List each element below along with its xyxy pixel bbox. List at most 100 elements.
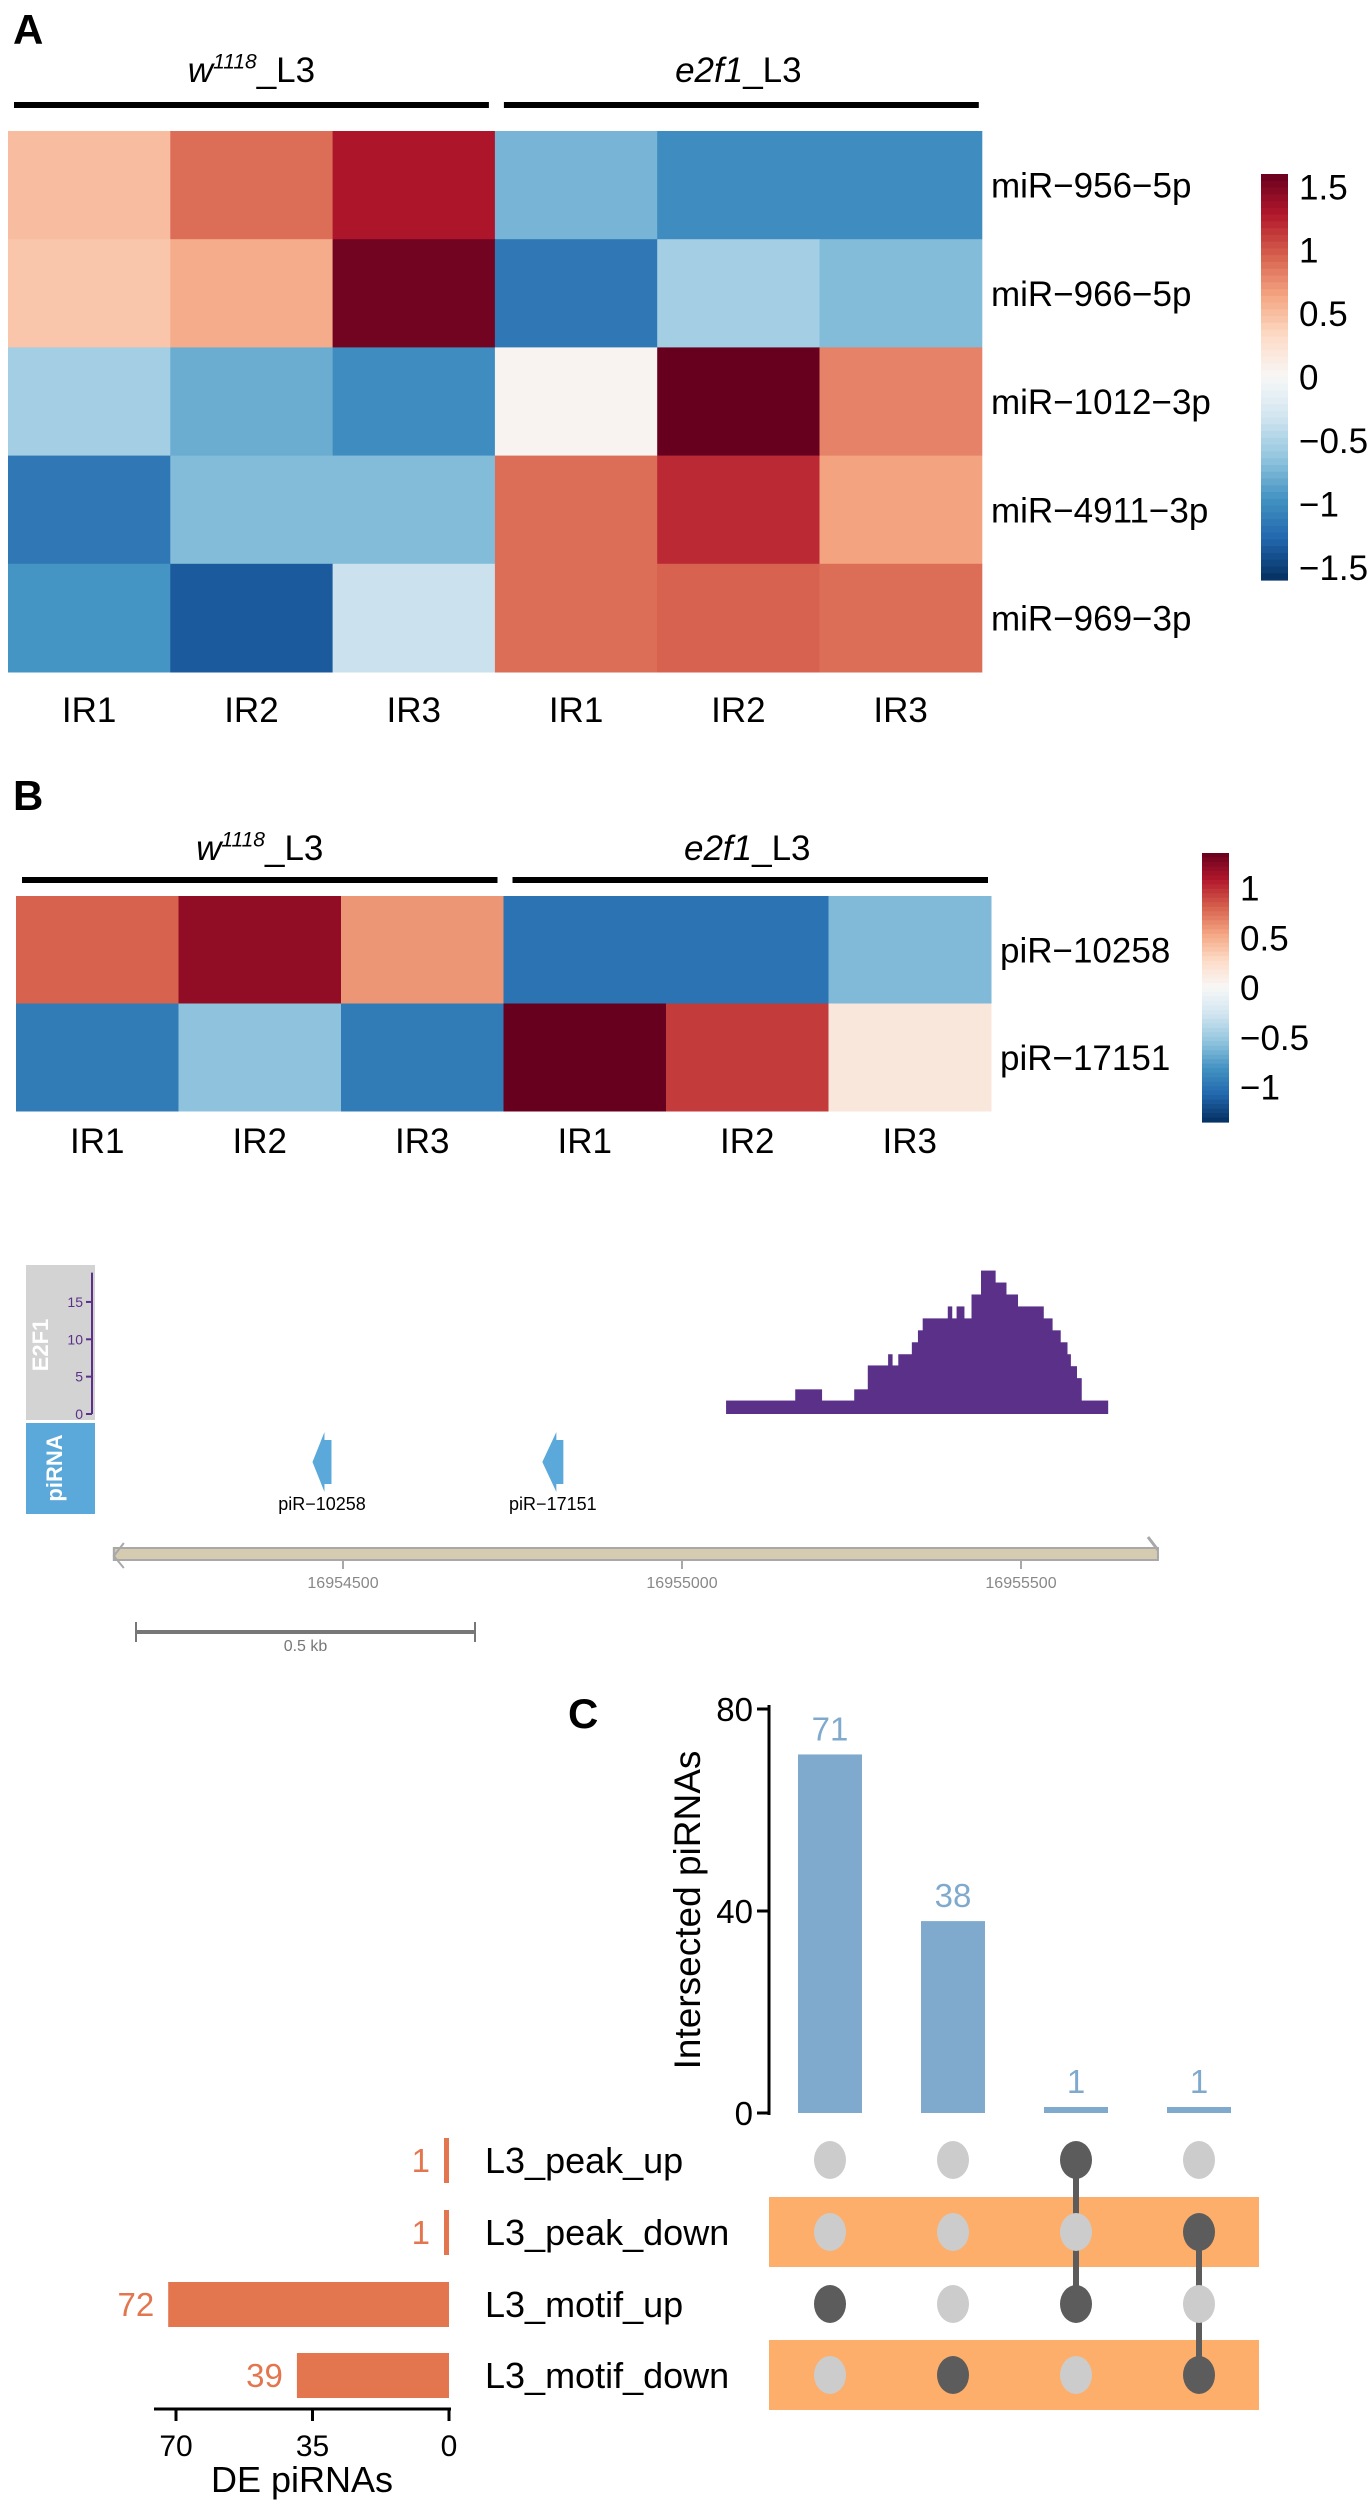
matrix-dot-empty — [1183, 2285, 1215, 2323]
colorbar-segment — [1261, 566, 1288, 574]
intersection-bar — [1167, 2107, 1231, 2113]
colorbar-segment — [1202, 866, 1229, 872]
colorbar-segment — [1202, 1063, 1229, 1069]
intersection-bar-label: 1 — [1190, 2063, 1208, 2100]
colorbar-segment — [1202, 1099, 1229, 1105]
heatmap-cell — [657, 239, 820, 348]
colorbar-segment — [1261, 234, 1288, 243]
group-suffix: _L3 — [751, 829, 810, 868]
heatmap-cell — [819, 239, 983, 348]
matrix-dot-empty — [814, 2356, 846, 2394]
column-label: IR2 — [224, 691, 278, 730]
y-tick-label: 40 — [716, 1893, 753, 1930]
colorbar-segment — [1202, 1018, 1229, 1024]
colorbar-segment — [1202, 978, 1229, 984]
matrix-dot-empty — [1060, 2213, 1092, 2251]
coverage-bar — [1081, 1400, 1109, 1414]
colorbar-segment — [1261, 329, 1288, 337]
colorbar-tick-label: −0.5 — [1299, 422, 1368, 461]
axis-left-arrow-icon — [112, 1542, 125, 1569]
colorbar-tick-label: 1 — [1299, 232, 1318, 271]
colorbar-segment — [1261, 519, 1288, 527]
heatmap-cell — [170, 347, 334, 457]
intersection-bar — [798, 1754, 862, 2113]
colorbar-segment — [1202, 1113, 1229, 1119]
intersection-bar-label: 71 — [812, 1710, 849, 1747]
colorbar-segment — [1202, 1045, 1229, 1051]
panel-label: B — [13, 772, 43, 819]
coverage-bar — [892, 1365, 899, 1414]
coverage-bar — [951, 1318, 957, 1414]
column-label: IR1 — [558, 1122, 612, 1161]
colorbar-segment — [1202, 884, 1229, 890]
set-size-label: 72 — [117, 2286, 154, 2323]
colorbar-segment — [1202, 983, 1229, 989]
colorbar-segment — [1261, 532, 1288, 540]
colorbar-tick-label: 0 — [1299, 359, 1318, 398]
colorbar-segment — [1202, 902, 1229, 908]
colorbar-segment — [1261, 390, 1288, 398]
colorbar-segment — [1202, 929, 1229, 935]
colorbar-segment — [1261, 194, 1288, 202]
colorbar-segment — [1261, 343, 1288, 351]
heatmap-cell — [494, 455, 658, 565]
row-label: miR−4911−3p — [991, 491, 1208, 530]
colorbar-tick-label: −1 — [1240, 1069, 1280, 1108]
colorbar-segment — [1202, 897, 1229, 903]
coverage-bar — [980, 1270, 996, 1414]
group-name: e2f1 — [675, 51, 743, 90]
column-label: IR3 — [395, 1122, 449, 1161]
column-label: IR3 — [387, 691, 441, 730]
coverage-bar — [854, 1389, 869, 1414]
colorbar-segment — [1261, 383, 1288, 392]
heatmap-cell — [332, 239, 496, 348]
colorbar-tick-label: −1 — [1299, 485, 1339, 524]
colorbar-segment — [1261, 295, 1288, 304]
colorbar-segment — [1202, 1081, 1229, 1087]
group-suffix: _L3 — [256, 51, 315, 90]
matrix-dot-empty — [1183, 2141, 1215, 2179]
colorbar-segment — [1261, 322, 1288, 331]
colorbar-segment — [1202, 1041, 1229, 1047]
set-label: L3_motif_down — [485, 2355, 729, 2396]
colorbar-segment — [1261, 187, 1288, 195]
heatmap-cell — [666, 1003, 829, 1112]
colorbar-segment — [1261, 309, 1288, 317]
colorbar-segment — [1261, 316, 1288, 324]
pirna-label: piR−10258 — [278, 1494, 366, 1514]
pirna-track-header — [26, 1423, 95, 1514]
colorbar-segment — [1202, 875, 1229, 881]
group-label: e2f1_L3 — [675, 51, 802, 90]
colorbar-segment — [1261, 404, 1288, 412]
colorbar-segment — [1261, 214, 1288, 222]
matrix-dot-filled — [814, 2285, 846, 2323]
colorbar-segment — [1261, 302, 1288, 310]
colorbar-segment — [1202, 879, 1229, 885]
heatmap-cell — [178, 896, 342, 1004]
heatmap-cell — [503, 896, 667, 1004]
heatmap-cell — [8, 131, 171, 240]
matrix-dot-empty — [814, 2141, 846, 2179]
colorbar-segment — [1202, 911, 1229, 917]
colorbar-segment — [1202, 1077, 1229, 1083]
colorbar-segment — [1202, 965, 1229, 971]
colorbar-segment — [1261, 282, 1288, 290]
colorbar-segment — [1202, 1117, 1229, 1123]
column-label: IR3 — [883, 1122, 937, 1161]
colorbar-tick-label: 0.5 — [1299, 295, 1348, 334]
colorbar-segment — [1261, 471, 1288, 480]
genome-axis-tick-label: 16955000 — [646, 1575, 717, 1592]
heatmap-cell — [494, 239, 658, 348]
coverage-bar — [917, 1330, 924, 1414]
colorbar-segment — [1261, 424, 1288, 432]
heatmap-cell — [819, 131, 983, 240]
colorbar-segment — [1261, 241, 1288, 250]
group-superscript: 1118 — [221, 829, 265, 852]
colorbar-segment — [1202, 861, 1229, 868]
set-size-bar — [296, 2353, 449, 2398]
heatmap-cell — [657, 347, 820, 457]
matrix-dot-empty — [937, 2141, 969, 2179]
set-size-label: 1 — [412, 2214, 430, 2251]
pirna-track-label: piRNA — [42, 1434, 67, 1501]
